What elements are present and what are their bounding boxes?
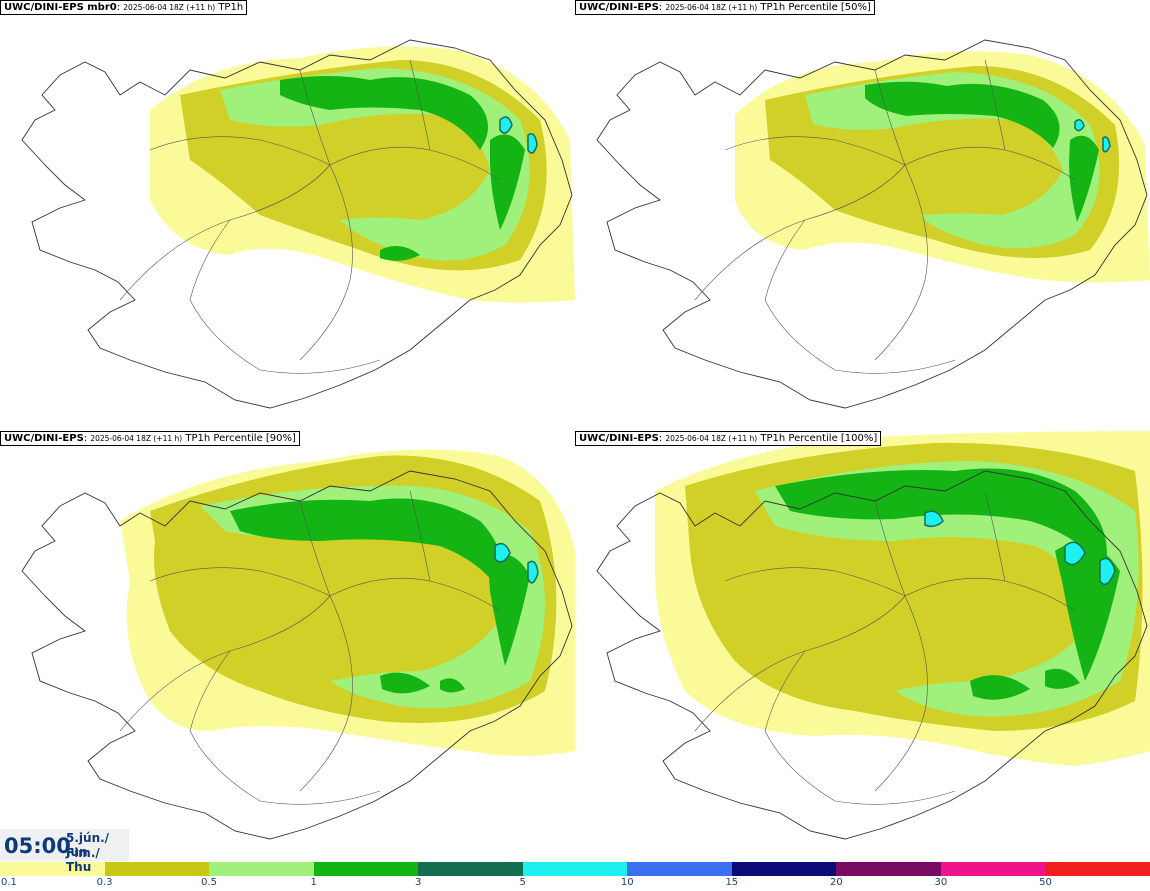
run-time: 2025-06-04 18Z (+11 h) xyxy=(123,3,216,12)
color-scale-label: 30 xyxy=(934,877,948,888)
valid-date: 5.jún./ Jun xyxy=(66,831,110,859)
color-scale-segment xyxy=(627,862,732,876)
map-panel-p90: UWC/DINI-EPS: 2025-06-04 18Z (+11 h) TP1… xyxy=(0,431,575,861)
run-time: 2025-06-04 18Z (+11 h) xyxy=(665,3,758,12)
color-scale-label: 3 xyxy=(414,877,422,888)
field-name: TP1h Percentile [100%] xyxy=(760,433,878,444)
precip-map xyxy=(596,431,1150,840)
color-scale-segment xyxy=(209,862,314,876)
panel-title: UWC/DINI-EPS mbr0: 2025-06-04 18Z (+11 h… xyxy=(0,0,248,15)
color-scale-segment xyxy=(940,862,1046,876)
color-scale-segment xyxy=(104,862,210,876)
color-scale-label: 0.1 xyxy=(1,877,17,888)
valid-time-box: 05:00 5.jún./ Jun Fim./ Thu xyxy=(0,829,129,874)
color-scale-bar xyxy=(0,862,1150,876)
precip-area-1 xyxy=(865,81,1099,222)
color-scale-labels: 0.1 0.3 0.5 1 3 5 10 15 20 30 50 xyxy=(0,876,1150,891)
precip-area-5 xyxy=(1074,119,1111,153)
color-scale-segment xyxy=(313,862,419,876)
road-network xyxy=(694,59,1076,374)
map-panel-p50: UWC/DINI-EPS: 2025-06-04 18Z (+11 h) TP1… xyxy=(575,0,1150,430)
color-scale-label: 1 xyxy=(310,877,317,888)
map-panel-p100: UWC/DINI-EPS: 2025-06-04 18Z (+11 h) TP1… xyxy=(575,431,1150,861)
color-scale-segment xyxy=(1045,862,1150,876)
precip-area-1 xyxy=(775,468,1120,700)
color-scale-segment xyxy=(0,862,105,876)
color-scale-label: 10 xyxy=(620,877,634,888)
iceland-coastline xyxy=(596,39,1148,409)
color-scale-label: 5 xyxy=(519,877,526,888)
model-name: UWC/DINI-EPS xyxy=(4,433,84,444)
precip-area-1 xyxy=(230,498,530,694)
model-name: UWC/DINI-EPS xyxy=(579,2,659,13)
run-time: 2025-06-04 18Z (+11 h) xyxy=(665,434,758,443)
iceland-coastline xyxy=(21,39,573,409)
color-scale-segment xyxy=(836,862,941,876)
iceland-coastline xyxy=(21,470,573,840)
panel-title: UWC/DINI-EPS: 2025-06-04 18Z (+11 h) TP1… xyxy=(575,431,882,446)
run-time: 2025-06-04 18Z (+11 h) xyxy=(90,434,183,443)
color-scale-label: 20 xyxy=(829,877,843,888)
color-scale-label: 50 xyxy=(1039,877,1052,888)
precip-area-5 xyxy=(494,542,539,584)
color-scale-label: 15 xyxy=(725,877,739,888)
precip-area-5 xyxy=(924,510,1116,586)
color-scale-label: 0.5 xyxy=(201,877,218,888)
precip-area-1 xyxy=(280,76,525,261)
road-network xyxy=(119,59,501,374)
color-scale-segment xyxy=(731,862,837,876)
precip-map xyxy=(21,39,575,409)
field-name: TP1h Percentile [50%] xyxy=(760,2,871,13)
precip-area-5 xyxy=(499,116,538,154)
panel-title: UWC/DINI-EPS: 2025-06-04 18Z (+11 h) TP1… xyxy=(575,0,875,15)
color-scale-segment xyxy=(418,862,523,876)
valid-weekday: Fim./ Thu xyxy=(66,846,100,874)
precip-map xyxy=(596,39,1150,409)
field-name: TP1h xyxy=(218,2,244,13)
precip-map xyxy=(21,449,575,840)
iceland-coastline xyxy=(596,470,1148,840)
map-panel-member0: UWC/DINI-EPS mbr0: 2025-06-04 18Z (+11 h… xyxy=(0,0,575,430)
road-network xyxy=(694,490,1076,805)
color-scale-label: 0.3 xyxy=(96,877,113,888)
valid-hour: 05:00 xyxy=(4,834,71,858)
model-name: UWC/DINI-EPS xyxy=(579,433,659,444)
panel-title: UWC/DINI-EPS: 2025-06-04 18Z (+11 h) TP1… xyxy=(0,431,300,446)
road-network xyxy=(119,490,501,805)
field-name: TP1h Percentile [90%] xyxy=(185,433,296,444)
model-name: UWC/DINI-EPS mbr0 xyxy=(4,2,117,13)
color-scale-segment xyxy=(522,862,628,876)
